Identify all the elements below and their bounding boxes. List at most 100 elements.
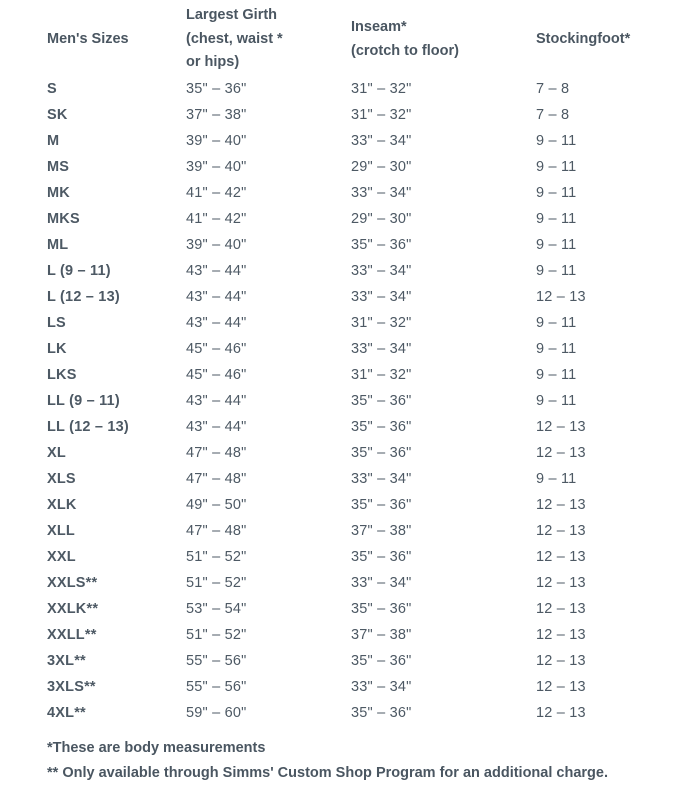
cell-inseam: 35" – 36" bbox=[351, 653, 412, 669]
cell-stockingfoot: 12 – 13 bbox=[536, 445, 586, 461]
cell-size: XL bbox=[47, 445, 66, 461]
cell-size: XLK bbox=[47, 497, 77, 513]
cell-girth: 39" – 40" bbox=[186, 237, 247, 253]
header-mens-sizes: Men's Sizes bbox=[47, 31, 129, 47]
footnote-custom-shop: ** Only available through Simms' Custom … bbox=[47, 765, 608, 781]
cell-girth: 41" – 42" bbox=[186, 185, 247, 201]
table-row: LL (9 – 11) 43" – 44" 35" – 36" 9 – 11 bbox=[0, 390, 694, 416]
cell-stockingfoot: 9 – 11 bbox=[536, 133, 577, 149]
cell-girth: 37" – 38" bbox=[186, 107, 247, 123]
cell-girth: 51" – 52" bbox=[186, 549, 247, 565]
size-table-body: S 35" – 36" 31" – 32" 7 – 8 SK 37" – 38" 31" –… bbox=[0, 78, 694, 728]
cell-stockingfoot: 9 – 11 bbox=[536, 211, 577, 227]
cell-stockingfoot: 9 – 11 bbox=[536, 341, 577, 357]
cell-stockingfoot: 12 – 13 bbox=[536, 627, 586, 643]
cell-girth: 47" – 48" bbox=[186, 471, 247, 487]
cell-inseam: 33" – 34" bbox=[351, 471, 412, 487]
cell-girth: 59" – 60" bbox=[186, 705, 247, 721]
cell-girth: 39" – 40" bbox=[186, 159, 247, 175]
cell-girth: 43" – 44" bbox=[186, 263, 247, 279]
cell-girth: 47" – 48" bbox=[186, 523, 247, 539]
cell-size: 4XL** bbox=[47, 705, 86, 721]
header-line: (crotch to floor) bbox=[351, 42, 459, 59]
header-line: Largest Girth bbox=[186, 7, 278, 23]
header-line: or hips) bbox=[186, 54, 240, 70]
cell-girth: 55" – 56" bbox=[186, 679, 247, 695]
cell-size: L (12 – 13) bbox=[47, 289, 120, 305]
cell-girth: 43" – 44" bbox=[186, 419, 247, 435]
table-row: L (9 – 11) 43" – 44" 33" – 34" 9 – 11 bbox=[0, 260, 694, 286]
table-row: 3XLS** 55" – 56" 33" – 34" 12 – 13 bbox=[0, 676, 694, 702]
cell-girth: 43" – 44" bbox=[186, 393, 247, 409]
cell-stockingfoot: 12 – 13 bbox=[536, 679, 586, 695]
table-row: XL 47" – 48" 35" – 36" 12 – 13 bbox=[0, 442, 694, 468]
table-row: LL (12 – 13) 43" – 44" 35" – 36" 12 – 13 bbox=[0, 416, 694, 442]
cell-size: LL (12 – 13) bbox=[47, 419, 129, 435]
cell-stockingfoot: 12 – 13 bbox=[536, 289, 586, 305]
cell-size: MK bbox=[47, 185, 70, 201]
cell-size: LL (9 – 11) bbox=[47, 393, 120, 409]
cell-size: SK bbox=[47, 107, 68, 123]
cell-size: XXL bbox=[47, 549, 76, 565]
cell-stockingfoot: 7 – 8 bbox=[536, 81, 570, 97]
cell-size: 3XLS** bbox=[47, 679, 96, 695]
cell-girth: 43" – 44" bbox=[186, 315, 247, 331]
cell-stockingfoot: 12 – 13 bbox=[536, 705, 586, 721]
cell-size: ML bbox=[47, 237, 69, 253]
table-row: XLK 49" – 50" 35" – 36" 12 – 13 bbox=[0, 494, 694, 520]
cell-girth: 39" – 40" bbox=[186, 133, 247, 149]
cell-size: XLS bbox=[47, 471, 76, 487]
cell-stockingfoot: 12 – 13 bbox=[536, 601, 586, 617]
cell-inseam: 31" – 32" bbox=[351, 81, 412, 97]
cell-inseam: 35" – 36" bbox=[351, 393, 412, 409]
cell-inseam: 31" – 32" bbox=[351, 107, 412, 123]
table-row: XXLK** 53" – 54" 35" – 36" 12 – 13 bbox=[0, 598, 694, 624]
cell-inseam: 29" – 30" bbox=[351, 159, 412, 175]
cell-stockingfoot: 9 – 11 bbox=[536, 315, 577, 331]
table-row: LKS 45" – 46" 31" – 32" 9 – 11 bbox=[0, 364, 694, 390]
cell-inseam: 35" – 36" bbox=[351, 419, 412, 435]
cell-stockingfoot: 12 – 13 bbox=[536, 549, 586, 565]
table-row: XXLS** 51" – 52" 33" – 34" 12 – 13 bbox=[0, 572, 694, 598]
cell-size: 3XL** bbox=[47, 653, 86, 669]
cell-inseam: 35" – 36" bbox=[351, 549, 412, 565]
cell-size: MS bbox=[47, 159, 70, 175]
table-header: Men's Sizes Largest Girth (chest, waist … bbox=[0, 0, 694, 78]
table-row: LS 43" – 44" 31" – 32" 9 – 11 bbox=[0, 312, 694, 338]
header-largest-girth: Largest Girth (chest, waist * or hips) bbox=[186, 4, 283, 75]
cell-girth: 41" – 42" bbox=[186, 211, 247, 227]
cell-girth: 51" – 52" bbox=[186, 627, 247, 643]
header-stockingfoot: Stockingfoot* bbox=[536, 31, 631, 47]
cell-stockingfoot: 12 – 13 bbox=[536, 653, 586, 669]
cell-size: LKS bbox=[47, 367, 77, 383]
cell-size: MKS bbox=[47, 211, 80, 227]
table-row: S 35" – 36" 31" – 32" 7 – 8 bbox=[0, 78, 694, 104]
cell-inseam: 35" – 36" bbox=[351, 705, 412, 721]
cell-inseam: 33" – 34" bbox=[351, 133, 412, 149]
cell-size: XXLS** bbox=[47, 575, 98, 591]
cell-inseam: 33" – 34" bbox=[351, 185, 412, 201]
cell-inseam: 37" – 38" bbox=[351, 627, 412, 643]
table-row: XLS 47" – 48" 33" – 34" 9 – 11 bbox=[0, 468, 694, 494]
cell-stockingfoot: 12 – 13 bbox=[536, 523, 586, 539]
cell-inseam: 29" – 30" bbox=[351, 211, 412, 227]
table-row: XLL 47" – 48" 37" – 38" 12 – 13 bbox=[0, 520, 694, 546]
cell-inseam: 33" – 34" bbox=[351, 289, 412, 305]
cell-inseam: 33" – 34" bbox=[351, 575, 412, 591]
cell-stockingfoot: 7 – 8 bbox=[536, 107, 570, 123]
cell-inseam: 35" – 36" bbox=[351, 497, 412, 513]
header-line: (chest, waist * bbox=[186, 30, 283, 47]
cell-girth: 53" – 54" bbox=[186, 601, 247, 617]
cell-girth: 45" – 46" bbox=[186, 341, 247, 357]
cell-girth: 47" – 48" bbox=[186, 445, 247, 461]
cell-girth: 49" – 50" bbox=[186, 497, 247, 513]
cell-stockingfoot: 12 – 13 bbox=[536, 575, 586, 591]
cell-stockingfoot: 9 – 11 bbox=[536, 159, 577, 175]
table-row: SK 37" – 38" 31" – 32" 7 – 8 bbox=[0, 104, 694, 130]
cell-inseam: 31" – 32" bbox=[351, 315, 412, 331]
cell-inseam: 37" – 38" bbox=[351, 523, 412, 539]
cell-size: S bbox=[47, 81, 57, 97]
footnotes: *These are body measurements ** Only ava… bbox=[47, 736, 608, 786]
table-row: XXLL** 51" – 52" 37" – 38" 12 – 13 bbox=[0, 624, 694, 650]
table-row: MKS 41" – 42" 29" – 30" 9 – 11 bbox=[0, 208, 694, 234]
